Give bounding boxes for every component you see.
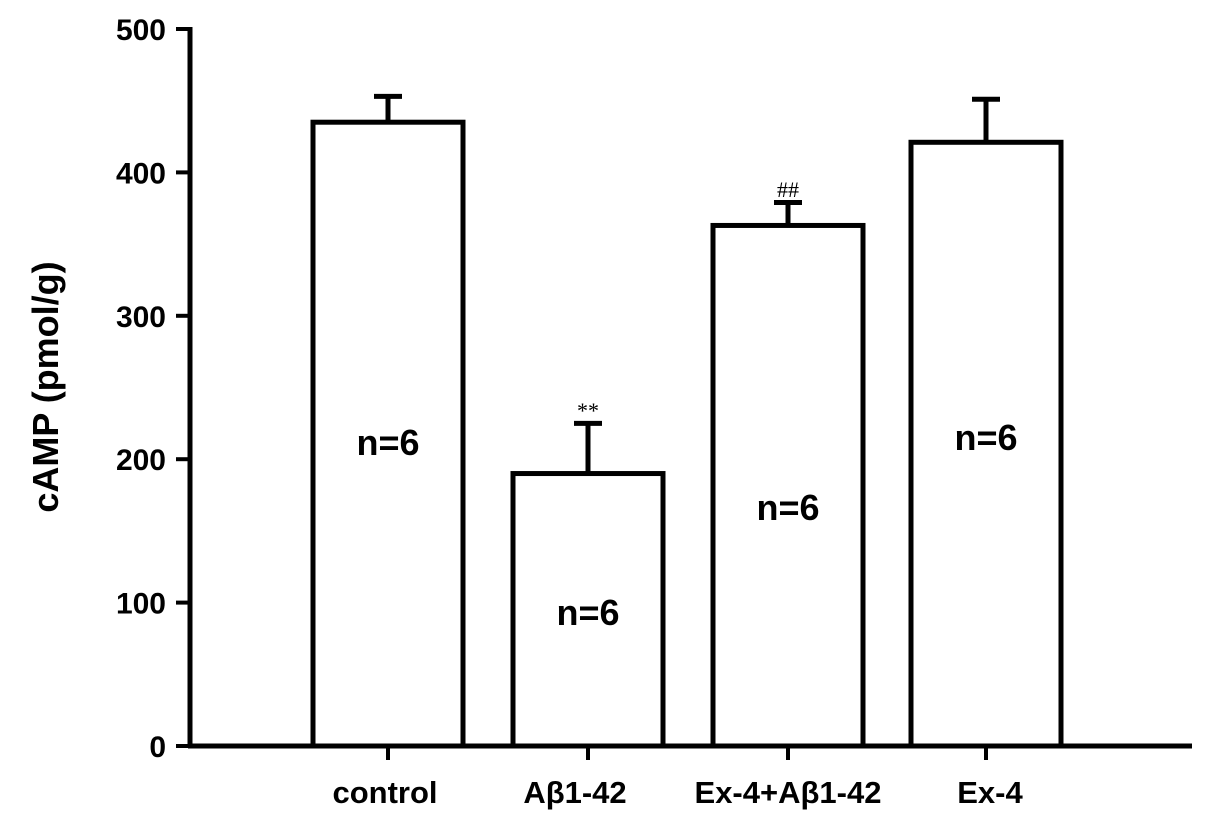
significance-label-2: ## [777, 177, 799, 202]
axes-layer [176, 27, 1192, 760]
y-tick-label-0: 0 [149, 731, 166, 764]
bar-0 [310, 119, 466, 749]
x-tick-label-3: Ex-4 [957, 775, 1023, 810]
y-axis-title: cAMP (pmol/g) [25, 261, 66, 512]
sample-label-2: n=6 [756, 487, 819, 528]
y-tick-label-2: 200 [116, 444, 166, 477]
y-tick-label-3: 300 [116, 301, 166, 334]
y-tick-label-1: 100 [116, 588, 166, 621]
significance-label-1: ** [577, 398, 599, 423]
sample-label-0: n=6 [356, 422, 419, 463]
y-tick-label-5: 500 [116, 14, 166, 47]
labels-layer: n=6 control n=6 ** Aβ1-42 n=6 ## Ex-4+Aβ1-42 n=6… [116, 14, 1024, 810]
bars-layer [310, 93, 1064, 749]
x-tick-label-1: Aβ1-42 [523, 775, 626, 810]
x-tick-label-2: Ex-4+Aβ1-42 [695, 775, 882, 810]
sample-label-3: n=6 [954, 417, 1017, 458]
sample-label-1: n=6 [556, 592, 619, 633]
bar-3 [908, 139, 1064, 749]
x-tick-label-0: control [332, 775, 437, 810]
bar-2 [710, 222, 866, 749]
y-tick-label-4: 400 [116, 157, 166, 190]
